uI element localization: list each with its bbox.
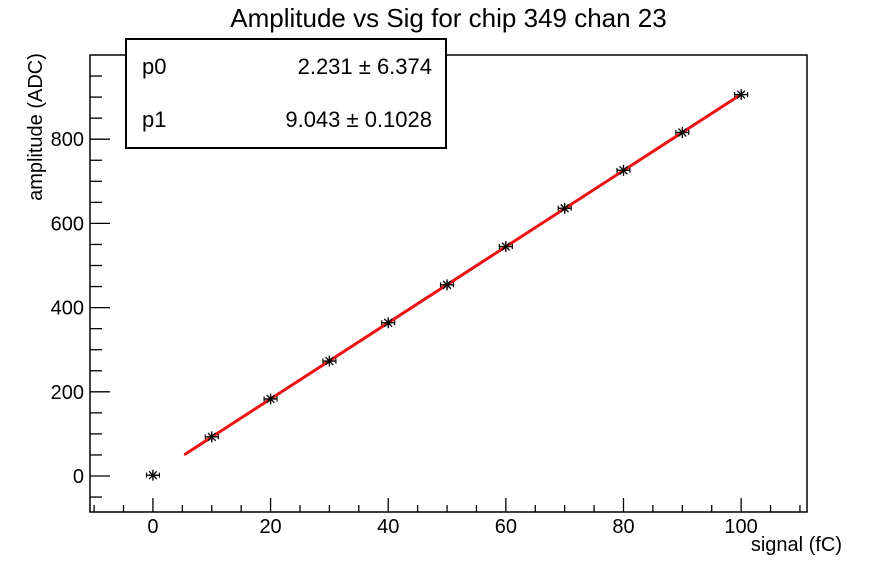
plot-frame [89, 54, 808, 513]
marker-stroke [501, 242, 511, 251]
marker-stroke [619, 166, 628, 175]
marker-stroke [560, 203, 570, 213]
data-point-marker [675, 126, 690, 138]
data-point-marker [616, 164, 631, 176]
stats-param-label: p0 [142, 53, 167, 79]
x-tick-label: 60 [495, 516, 517, 538]
y-axis-title: amplitude (ADC) [25, 53, 47, 201]
y-tick-label: 0 [73, 466, 84, 488]
data-point-marker [439, 279, 455, 291]
marker-stroke [207, 432, 217, 442]
y-tick-label: 200 [51, 382, 84, 404]
y-tick-label: 800 [51, 129, 84, 151]
marker-stroke [736, 90, 746, 99]
stats-box: p0 2.231 ± 6.374 p1 9.043 ± 0.1028 [125, 38, 447, 149]
stats-row: p1 9.043 ± 0.1028 [127, 94, 445, 148]
fit-line [183, 92, 743, 456]
plot-title: Amplitude vs Sig for chip 349 chan 23 [230, 3, 667, 33]
x-tick-label: 100 [724, 516, 757, 538]
marker-stroke [148, 470, 158, 480]
x-axis-title: signal (fC) [750, 534, 842, 556]
y-tick-label: 600 [51, 213, 84, 235]
stats-param-label: p1 [142, 107, 167, 133]
stats-row: p0 2.231 ± 6.374 [127, 40, 445, 94]
data-point-marker [381, 317, 396, 329]
x-tick-label: 80 [612, 516, 634, 538]
marker-stroke [266, 394, 275, 404]
data-point-marker [322, 355, 337, 367]
marker-stroke [325, 356, 334, 366]
x-tick-label: 40 [377, 516, 399, 538]
x-tick-label: 20 [259, 516, 281, 538]
data-point-marker [263, 393, 278, 405]
marker-stroke [677, 128, 687, 137]
data-point-marker [498, 241, 513, 253]
marker-stroke [383, 318, 393, 328]
data-point-marker [204, 431, 219, 443]
marker-stroke [442, 280, 452, 290]
data-point-marker [734, 89, 749, 101]
data-point-marker [557, 202, 572, 214]
x-tick-label: 0 [147, 516, 158, 538]
stats-param-value: 9.043 ± 0.1028 [285, 107, 432, 133]
data-point-marker [145, 469, 161, 481]
stats-param-value: 2.231 ± 6.374 [297, 53, 432, 79]
y-tick-label: 400 [51, 298, 84, 320]
